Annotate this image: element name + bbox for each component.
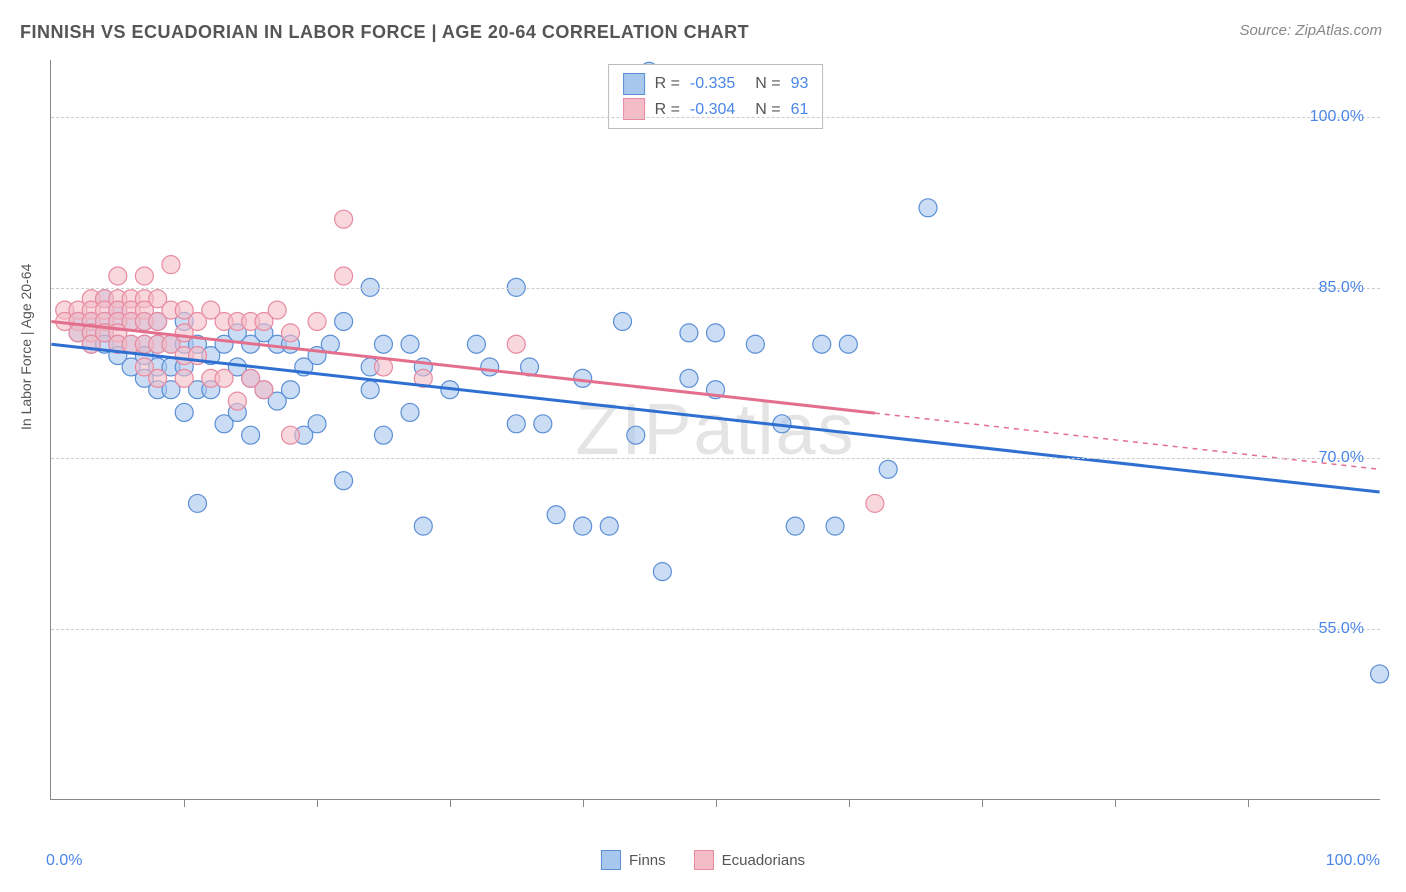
n-value-finns: 93 [791, 71, 809, 97]
stats-swatch-finns [623, 73, 645, 95]
scatter-point [919, 199, 937, 217]
r-value-ecuadorians: -0.304 [690, 97, 735, 123]
n-label-2: N = [755, 97, 780, 123]
scatter-point [627, 426, 645, 444]
scatter-point [507, 415, 525, 433]
scatter-point [826, 517, 844, 535]
bottom-legend: Finns Ecuadorians [601, 850, 805, 870]
stats-row-finns: R = -0.335 N = 93 [623, 71, 809, 97]
y-tick-label: 100.0% [1310, 108, 1364, 126]
scatter-point [255, 381, 273, 399]
scatter-point [281, 381, 299, 399]
scatter-point [189, 494, 207, 512]
scatter-point [335, 472, 353, 490]
trend-line [51, 344, 1379, 492]
scatter-point [746, 335, 764, 353]
scatter-point [401, 403, 419, 421]
y-axis-label: In Labor Force | Age 20-64 [18, 264, 34, 430]
scatter-point [335, 313, 353, 331]
scatter-svg [51, 60, 1380, 799]
scatter-point [547, 506, 565, 524]
legend-label-ecuadorians: Ecuadorians [722, 852, 805, 869]
x-min-label: 0.0% [46, 852, 82, 870]
n-label: N = [755, 71, 780, 97]
scatter-point [574, 369, 592, 387]
chart-title: FINNISH VS ECUADORIAN IN LABOR FORCE | A… [20, 22, 749, 43]
scatter-point [786, 517, 804, 535]
source-label: Source: ZipAtlas.com [1239, 22, 1382, 39]
scatter-point [268, 301, 286, 319]
legend-item-ecuadorians: Ecuadorians [694, 850, 805, 870]
scatter-point [308, 415, 326, 433]
scatter-point [135, 267, 153, 285]
scatter-point [1371, 665, 1389, 683]
y-tick-label: 70.0% [1319, 449, 1364, 467]
trend-line-dashed [875, 413, 1380, 469]
scatter-point [361, 381, 379, 399]
scatter-point [374, 335, 392, 353]
scatter-point [374, 358, 392, 376]
scatter-point [308, 313, 326, 331]
scatter-point [401, 335, 419, 353]
scatter-point [175, 403, 193, 421]
scatter-point [281, 426, 299, 444]
r-value-finns: -0.335 [690, 71, 735, 97]
x-max-label: 100.0% [1326, 852, 1380, 870]
scatter-point [614, 313, 632, 331]
scatter-point [481, 358, 499, 376]
y-tick-label: 85.0% [1319, 279, 1364, 297]
scatter-point [467, 335, 485, 353]
plot-area: ZIPatlas R = -0.335 N = 93 R = -0.304 N … [50, 60, 1380, 800]
scatter-point [707, 324, 725, 342]
scatter-point [109, 267, 127, 285]
scatter-point [175, 369, 193, 387]
scatter-point [228, 392, 246, 410]
y-tick-label: 55.0% [1319, 620, 1364, 638]
scatter-point [534, 415, 552, 433]
r-label: R = [655, 71, 680, 97]
scatter-point [600, 517, 618, 535]
stats-legend-box: R = -0.335 N = 93 R = -0.304 N = 61 [608, 64, 824, 129]
stats-row-ecuadorians: R = -0.304 N = 61 [623, 97, 809, 123]
n-value-ecuadorians: 61 [791, 97, 809, 123]
scatter-point [242, 426, 260, 444]
scatter-point [281, 324, 299, 342]
chart-container: FINNISH VS ECUADORIAN IN LABOR FORCE | A… [0, 0, 1406, 892]
scatter-point [335, 210, 353, 228]
scatter-point [680, 324, 698, 342]
legend-item-finns: Finns [601, 850, 666, 870]
scatter-point [653, 563, 671, 581]
scatter-point [374, 426, 392, 444]
scatter-point [839, 335, 857, 353]
scatter-point [866, 494, 884, 512]
scatter-point [813, 335, 831, 353]
scatter-point [680, 369, 698, 387]
scatter-point [162, 256, 180, 274]
scatter-point [574, 517, 592, 535]
scatter-point [215, 369, 233, 387]
r-label-2: R = [655, 97, 680, 123]
scatter-point [879, 460, 897, 478]
legend-swatch-finns [601, 850, 621, 870]
scatter-point [414, 517, 432, 535]
legend-swatch-ecuadorians [694, 850, 714, 870]
legend-label-finns: Finns [629, 852, 666, 869]
scatter-point [335, 267, 353, 285]
scatter-point [149, 369, 167, 387]
scatter-point [507, 335, 525, 353]
